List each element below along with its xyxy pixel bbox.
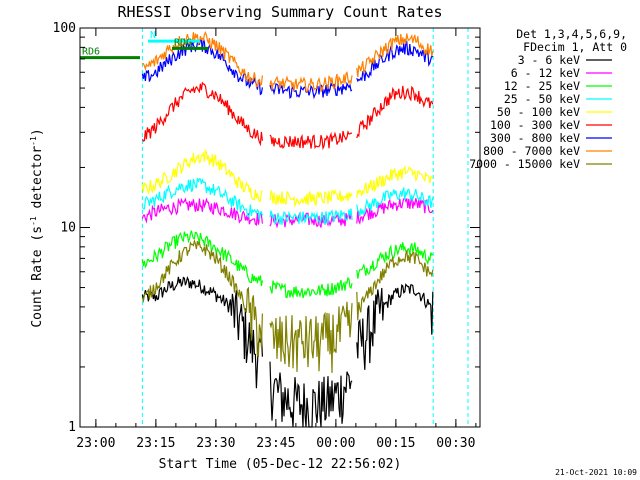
series-8	[141, 238, 434, 373]
legend-label-8: 7000 - 15000 keV	[469, 157, 580, 171]
series-0-segment-1	[269, 361, 353, 428]
series-1	[141, 197, 434, 229]
legend-label-3: 25 - 50 keV	[504, 92, 580, 106]
legend-label-0: 3 - 6 keV	[518, 53, 580, 67]
series-3	[141, 178, 434, 226]
series-7-segment-2	[356, 33, 434, 78]
flag-label-2: RD6	[82, 47, 100, 58]
series-7	[142, 30, 434, 93]
flag-label-0: N	[150, 30, 156, 41]
legend-header-line-1: Det 1,3,4,5,6,9,	[516, 27, 627, 41]
series-5-segment-1	[269, 130, 353, 151]
series-4	[141, 148, 434, 208]
y-axis-label: Count Rate (s-1 detector-1)	[29, 128, 45, 327]
series-3-segment-2	[356, 186, 434, 217]
series-0-segment-0	[141, 276, 263, 389]
date-stamp: 21-Oct-2021 10:09	[555, 468, 637, 477]
legend-label-5: 100 - 300 keV	[490, 118, 580, 132]
x-axis-ticks: 23:00 23:15 23:30 23:45 00:00 00:15 00:30	[76, 28, 477, 451]
chart-title: RHESSI Observing Summary Count Rates	[117, 3, 442, 21]
legend-label-6: 300 - 800 keV	[490, 131, 580, 145]
series-2-segment-2	[356, 242, 434, 279]
series-7-segment-0	[142, 30, 263, 88]
series-4-segment-2	[356, 164, 434, 199]
series-6-segment-0	[141, 38, 263, 96]
legend: Det 1,3,4,5,6,9, FDecim 1, Att 0 3 - 6 k…	[469, 27, 627, 171]
series-7-segment-1	[269, 71, 353, 93]
series-0	[141, 276, 434, 428]
y-tick-label-1: 10	[60, 221, 76, 236]
series-4-segment-0	[141, 148, 263, 202]
legend-header-line-2: FDecim 1, Att 0	[523, 40, 627, 54]
plot-area: N RDG RD6	[80, 28, 469, 428]
flag-label-1: RDG	[174, 37, 192, 48]
series-3-segment-1	[269, 208, 353, 226]
x-tick-label-6: 00:30	[436, 436, 475, 451]
series-2-segment-1	[269, 276, 353, 299]
series-6-segment-2	[356, 40, 434, 83]
x-axis-label: Start Time (05-Dec-12 22:56:02)	[159, 457, 402, 472]
series-5-segment-0	[141, 81, 263, 147]
series-8-segment-1	[269, 301, 353, 373]
series-2	[141, 230, 434, 299]
series-8-segment-2	[356, 250, 434, 321]
y-axis-ticks: 1 10 100	[53, 21, 480, 435]
legend-label-1: 6 - 12 keV	[511, 66, 580, 80]
legend-label-2: 12 - 25 keV	[504, 79, 580, 93]
series-1-segment-2	[356, 197, 434, 225]
x-tick-label-2: 23:30	[196, 436, 235, 451]
x-tick-label-1: 23:15	[136, 436, 175, 451]
series-6-segment-1	[269, 80, 353, 100]
series-8-segment-0	[141, 238, 263, 358]
y-tick-label-0: 1	[68, 420, 76, 435]
legend-label-7: 800 - 7000 keV	[483, 144, 580, 158]
y-tick-label-2: 100	[53, 21, 76, 36]
series-5-segment-2	[356, 85, 434, 139]
series-4-segment-1	[269, 188, 353, 208]
series-1-segment-0	[141, 197, 263, 226]
x-tick-label-4: 00:00	[316, 436, 355, 451]
series-2-segment-0	[141, 230, 263, 287]
x-tick-label-0: 23:00	[76, 436, 115, 451]
series-0-segment-2	[356, 283, 434, 370]
legend-label-4: 50 - 100 keV	[497, 105, 580, 119]
x-tick-label-3: 23:45	[256, 436, 295, 451]
series-5	[141, 81, 434, 151]
x-tick-label-5: 00:15	[376, 436, 415, 451]
series-3-segment-0	[141, 178, 263, 221]
